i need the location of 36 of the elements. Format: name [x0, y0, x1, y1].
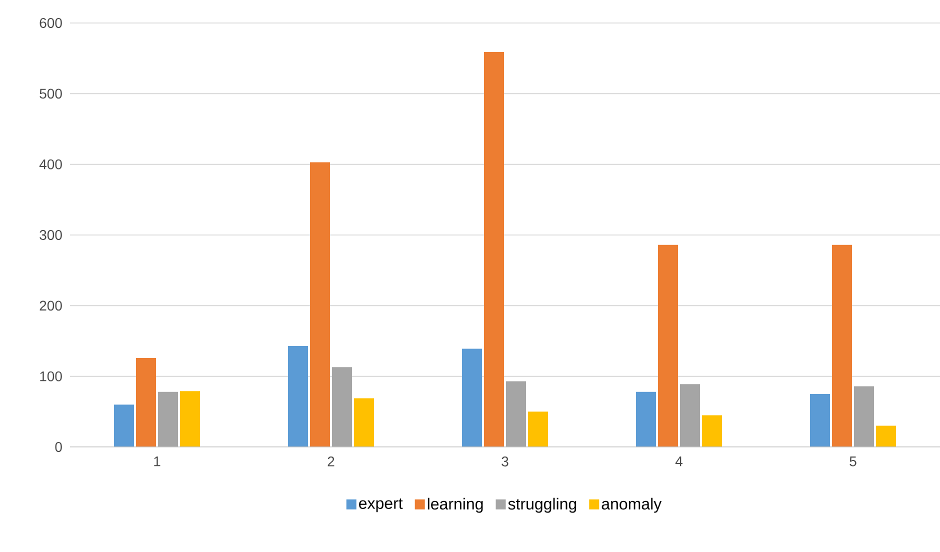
- y-tick-label: 0: [55, 442, 62, 452]
- bar: [136, 358, 156, 447]
- bar: [832, 244, 852, 447]
- legend-label: struggling: [508, 498, 576, 513]
- bar: [876, 426, 896, 447]
- y-tick-label: 200: [40, 300, 62, 311]
- x-tick-label: 1: [154, 456, 160, 466]
- x-tick-label: 2: [328, 456, 334, 466]
- y-tick-label: 400: [39, 159, 62, 170]
- bar: [528, 412, 548, 447]
- bar: [332, 367, 352, 447]
- bar: [180, 391, 200, 447]
- bar: [636, 392, 656, 447]
- bar: [114, 404, 134, 447]
- bar: [810, 394, 830, 447]
- bar: [854, 386, 874, 447]
- bar: [310, 162, 330, 447]
- x-tick-label: 4: [675, 456, 682, 466]
- bar: [506, 381, 526, 447]
- legend-label: anomaly: [602, 498, 662, 513]
- bar: [158, 392, 178, 447]
- x-tick-label: 3: [502, 456, 508, 466]
- x-tick-label: 5: [850, 456, 856, 466]
- bar: [354, 398, 374, 447]
- y-tick-label: 600: [40, 18, 62, 28]
- bar: [702, 415, 722, 447]
- bar: [288, 346, 308, 447]
- bar: [680, 384, 700, 447]
- y-tick-label: 500: [40, 88, 62, 99]
- bar: [484, 52, 504, 447]
- bar: [658, 244, 678, 447]
- legend-label: expert: [359, 498, 403, 512]
- y-tick-label: 100: [40, 371, 62, 382]
- legend-label: learning: [428, 498, 483, 513]
- y-tick-label: 300: [40, 230, 62, 240]
- bar: [462, 348, 482, 447]
